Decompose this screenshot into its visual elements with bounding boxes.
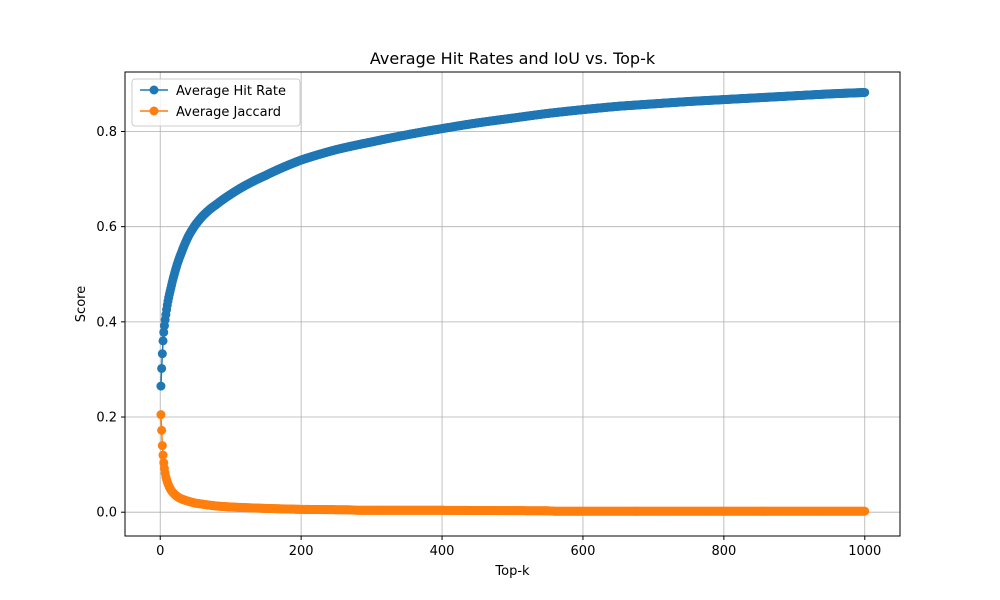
data-point <box>158 450 168 460</box>
legend-label-hit-rate: Average Hit Rate <box>176 84 286 99</box>
data-point <box>157 425 167 435</box>
legend-marker-hit-rate <box>149 85 159 95</box>
data-point <box>860 506 870 516</box>
x-tick-label: 1000 <box>848 544 881 559</box>
x-tick-label: 200 <box>289 544 314 559</box>
data-point <box>157 441 167 451</box>
y-tick-label: 0.2 <box>96 411 117 426</box>
data-point <box>157 349 167 359</box>
series-layer <box>156 87 870 516</box>
plot-frame <box>124 71 901 537</box>
data-point <box>156 381 166 391</box>
data-point <box>158 336 168 346</box>
y-tick-label: 0.4 <box>96 315 117 330</box>
series-markers-0 <box>156 87 870 391</box>
data-point <box>860 87 870 97</box>
x-tick-label: 800 <box>711 544 736 559</box>
x-tick-label: 600 <box>571 544 596 559</box>
data-point <box>156 410 166 420</box>
legend: Average Hit Rate Average Jaccard <box>131 78 301 127</box>
y-axis-label: Score <box>74 286 89 322</box>
x-tick-label: 400 <box>430 544 455 559</box>
x-axis-label: Top-k <box>494 564 530 579</box>
chart-title: Average Hit Rates and IoU vs. Top-k <box>370 49 656 68</box>
data-point <box>157 363 167 373</box>
y-tick-label: 0.6 <box>96 220 117 235</box>
series-markers-1 <box>156 410 870 516</box>
ticks: 0 200 400 600 800 1000 0.0 0.2 0.4 0.6 0.8 <box>96 125 881 559</box>
x-tick-label: 0 <box>156 544 164 559</box>
legend-marker-jaccard <box>149 106 159 116</box>
legend-label-jaccard: Average Jaccard <box>176 105 281 120</box>
legend-box <box>131 78 301 127</box>
y-tick-label: 0.0 <box>96 506 117 521</box>
data-point <box>159 327 169 337</box>
y-tick-label: 0.8 <box>96 125 117 140</box>
